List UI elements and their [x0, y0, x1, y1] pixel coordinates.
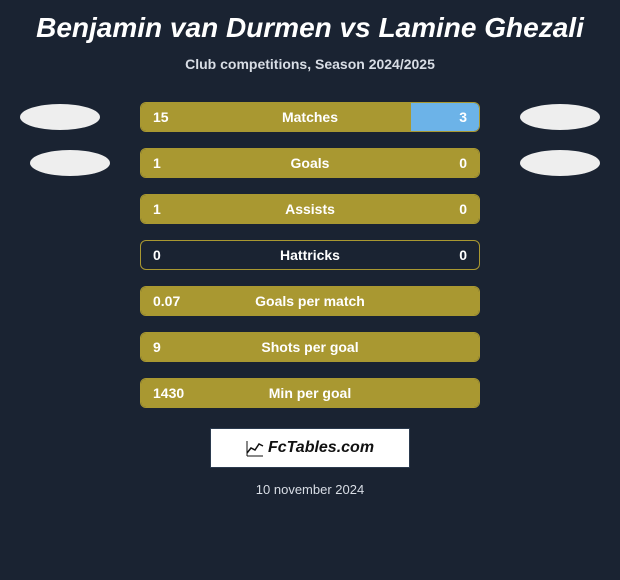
- stat-value-left: 1430: [153, 385, 184, 401]
- stat-row: Min per goal1430: [140, 378, 480, 408]
- player-right-badge-2: [520, 150, 600, 176]
- stat-row: Matches15 3: [140, 102, 480, 132]
- stat-label: Matches: [141, 109, 479, 125]
- chart-icon: [246, 439, 264, 457]
- stat-value-left: 1: [153, 155, 161, 171]
- stat-value-right: 0: [459, 247, 467, 263]
- player-left-badge-2: [30, 150, 110, 176]
- stat-label: Goals per match: [141, 293, 479, 309]
- stat-label: Assists: [141, 201, 479, 217]
- comparison-title: Benjamin van Durmen vs Lamine Ghezali: [0, 0, 620, 44]
- branding-text: FcTables.com: [268, 439, 374, 457]
- stat-value-left: 1: [153, 201, 161, 217]
- stats-container: Matches153Goals10Assists10Hattricks00Goa…: [0, 102, 620, 408]
- stat-label: Min per goal: [141, 385, 479, 401]
- stat-label: Goals: [141, 155, 479, 171]
- stat-value-left: 9: [153, 339, 161, 355]
- stat-value-left: 15: [153, 109, 169, 125]
- stat-row: Shots per goal9: [140, 332, 480, 362]
- snapshot-date: 10 november 2024: [0, 482, 620, 497]
- stat-row: Goals per match0.07: [140, 286, 480, 316]
- stat-value-left: 0.07: [153, 293, 180, 309]
- comparison-subtitle: Club competitions, Season 2024/2025: [0, 56, 620, 72]
- stat-value-right: 0: [459, 201, 467, 217]
- stat-label: Hattricks: [141, 247, 479, 263]
- stat-value-right: 0: [459, 155, 467, 171]
- branding-logo: FcTables.com: [210, 428, 410, 468]
- player-left-badge-1: [20, 104, 100, 130]
- stat-row: Hattricks0 0: [140, 240, 480, 270]
- stat-value-right: 3: [459, 109, 467, 125]
- stat-value-left: 0: [153, 247, 161, 263]
- stat-row: Goals1 0: [140, 148, 480, 178]
- player-right-badge-1: [520, 104, 600, 130]
- stat-row: Assists1 0: [140, 194, 480, 224]
- stat-label: Shots per goal: [141, 339, 479, 355]
